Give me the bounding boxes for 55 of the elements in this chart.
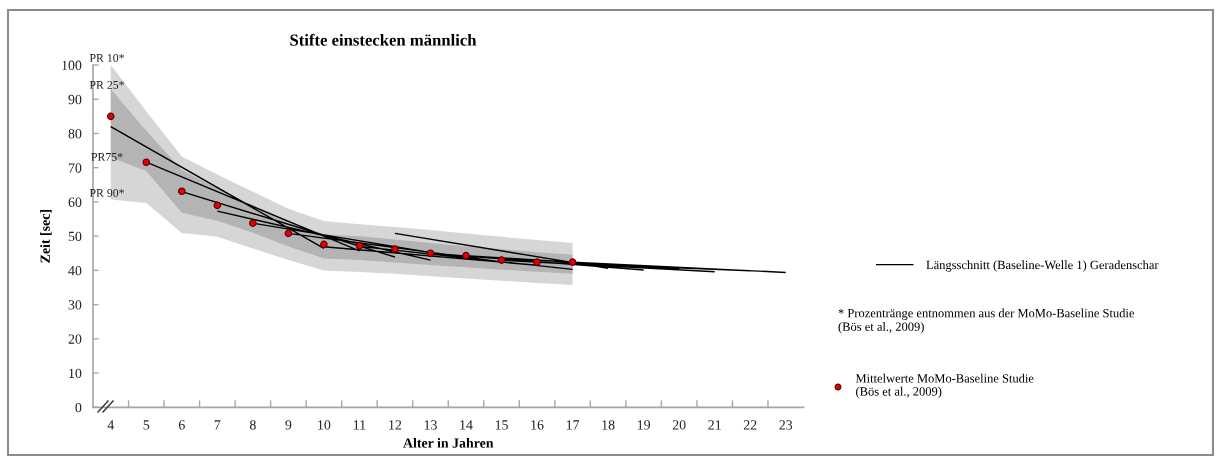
point <box>178 187 186 196</box>
x-tick-label: 21 <box>708 420 721 430</box>
annotation: PR 90* <box>89 188 124 197</box>
point <box>106 112 115 121</box>
point <box>533 258 541 266</box>
y-tick-label: 80 <box>68 129 82 139</box>
x-tick-label: 20 <box>672 420 686 430</box>
point <box>426 249 435 258</box>
point <box>249 219 257 227</box>
y-tick-label: 10 <box>69 368 82 379</box>
annotation: PR75* <box>91 153 123 161</box>
x-tick-label: 17 <box>566 420 580 430</box>
x-tick-label: 9 <box>285 420 292 430</box>
y-tick-label: 90 <box>68 94 82 105</box>
y-tick-label: 20 <box>68 334 82 344</box>
y-tick-label: 40 <box>68 265 82 276</box>
point <box>284 229 293 238</box>
legend-label: Mittelwerte MoMo-Baseline Studie (Bös et al., 2009) <box>855 373 1034 399</box>
x-tick-label: 4 <box>107 420 115 430</box>
x-tick-label: 14 <box>460 420 473 430</box>
x-tick-label: 6 <box>178 420 185 430</box>
point <box>320 240 328 249</box>
point <box>568 258 577 266</box>
y-tick-label: 30 <box>68 300 82 310</box>
point <box>391 245 399 253</box>
point <box>213 201 222 210</box>
y-tick-label: 60 <box>68 197 82 207</box>
point <box>142 158 151 167</box>
x-tick-label: 22 <box>743 420 757 430</box>
x-tick-label: 11 <box>353 420 366 430</box>
x-tick-label: 12 <box>389 420 402 430</box>
x-tick-label: 5 <box>143 420 150 430</box>
point <box>462 251 470 260</box>
legend-label: Längsschnitt (Baseline-Welle 1) Geradenschar <box>926 260 1159 272</box>
x-tick-label: 18 <box>602 420 615 430</box>
x-tick-label: 19 <box>637 420 651 430</box>
annotation: PR 25* <box>89 81 124 89</box>
y-tick-label: 70 <box>68 163 82 173</box>
x-tick-label: 13 <box>424 420 437 430</box>
x-tick-label: 15 <box>495 420 508 430</box>
chart-title: Stifte einstecken männlich <box>290 33 477 46</box>
x-tick-label: 8 <box>249 420 256 430</box>
y-tick-label: 50 <box>68 231 82 242</box>
x-tick-label: 23 <box>779 420 793 430</box>
point <box>355 241 364 250</box>
point <box>497 256 506 264</box>
x-tick-label: 7 <box>214 420 221 430</box>
text: PR 10* <box>89 53 124 62</box>
y-axis-title: Zeit [sec] <box>40 210 52 263</box>
y-tick-label: 0 <box>75 402 82 413</box>
text: * Prozentränge entnommen aus der MoMo-Baseline Studie (Bös et al., 2009) <box>838 308 1135 334</box>
x-tick-label: 16 <box>531 420 544 430</box>
x-tick-label: 10 <box>318 420 331 430</box>
x-axis-title: Alter in Jahren <box>403 437 494 448</box>
y-tick-label: 100 <box>62 60 82 70</box>
